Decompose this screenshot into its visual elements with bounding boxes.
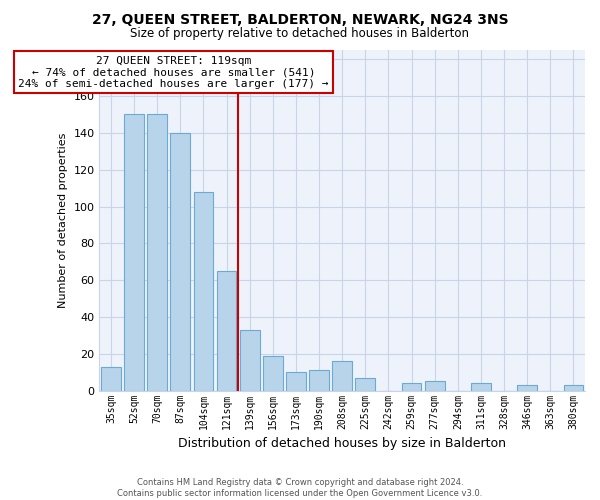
Bar bbox=[240, 330, 260, 390]
Bar bbox=[355, 378, 375, 390]
Bar bbox=[309, 370, 329, 390]
X-axis label: Distribution of detached houses by size in Balderton: Distribution of detached houses by size … bbox=[178, 437, 506, 450]
Bar bbox=[194, 192, 213, 390]
Bar bbox=[425, 382, 445, 390]
Text: Size of property relative to detached houses in Balderton: Size of property relative to detached ho… bbox=[131, 28, 470, 40]
Bar bbox=[263, 356, 283, 390]
Bar bbox=[170, 133, 190, 390]
Bar bbox=[148, 114, 167, 390]
Bar bbox=[471, 384, 491, 390]
Bar bbox=[286, 372, 306, 390]
Bar bbox=[101, 366, 121, 390]
Text: 27, QUEEN STREET, BALDERTON, NEWARK, NG24 3NS: 27, QUEEN STREET, BALDERTON, NEWARK, NG2… bbox=[92, 12, 508, 26]
Bar bbox=[332, 361, 352, 390]
Bar bbox=[563, 385, 583, 390]
Bar bbox=[124, 114, 144, 390]
Y-axis label: Number of detached properties: Number of detached properties bbox=[58, 132, 68, 308]
Bar bbox=[402, 384, 421, 390]
Bar bbox=[517, 385, 537, 390]
Bar bbox=[217, 271, 236, 390]
Text: Contains HM Land Registry data © Crown copyright and database right 2024.
Contai: Contains HM Land Registry data © Crown c… bbox=[118, 478, 482, 498]
Text: 27 QUEEN STREET: 119sqm
← 74% of detached houses are smaller (541)
24% of semi-d: 27 QUEEN STREET: 119sqm ← 74% of detache… bbox=[18, 56, 329, 88]
